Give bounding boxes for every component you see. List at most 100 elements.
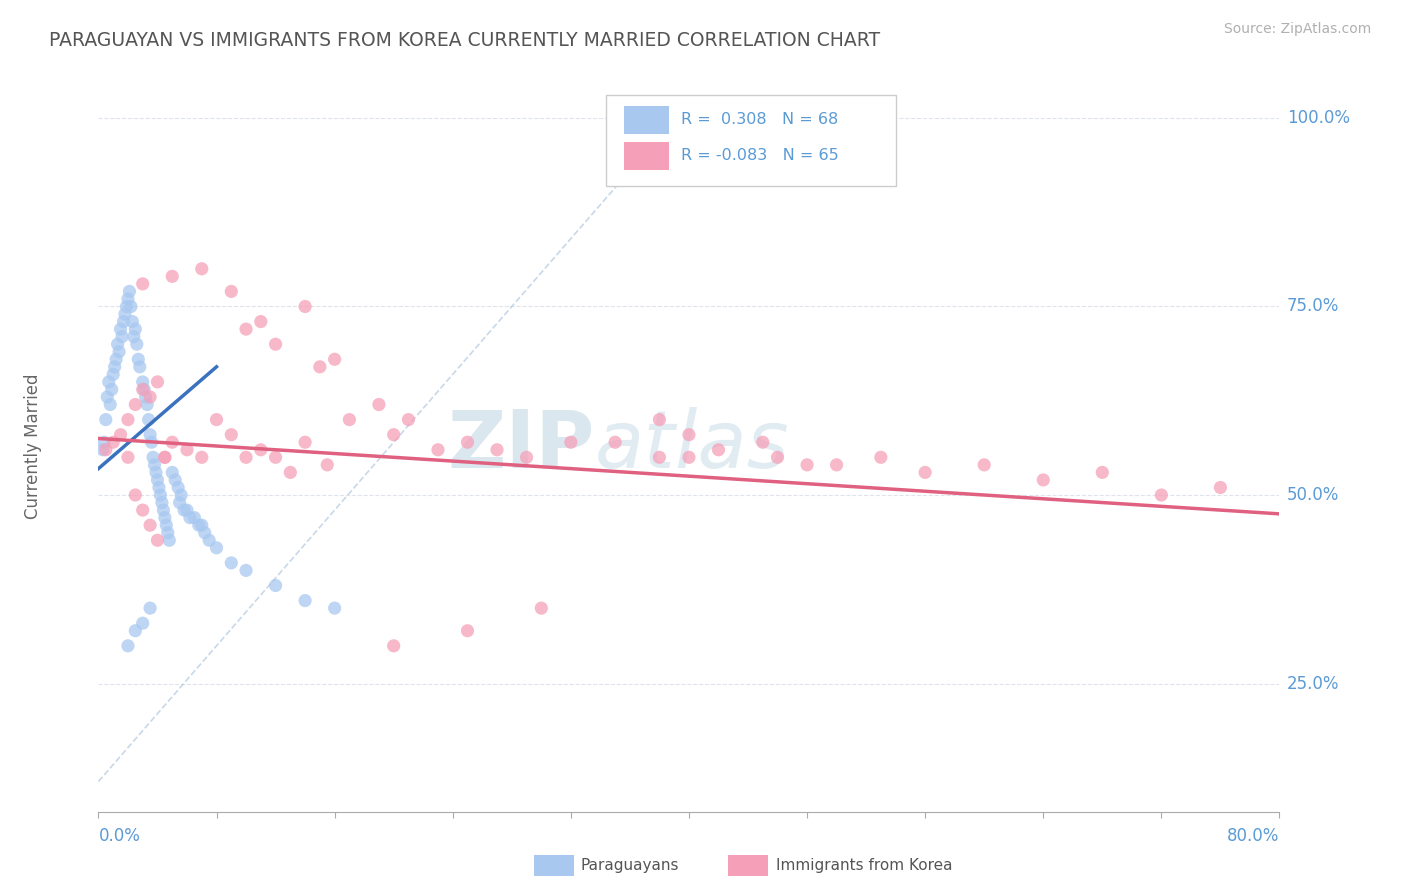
Text: 80.0%: 80.0% bbox=[1227, 827, 1279, 845]
Point bbox=[205, 541, 228, 555]
Point bbox=[143, 458, 166, 472]
Text: atlas: atlas bbox=[595, 407, 789, 485]
Point bbox=[97, 375, 120, 389]
Point bbox=[179, 510, 201, 524]
Point bbox=[153, 510, 176, 524]
Point bbox=[1091, 466, 1114, 480]
Point bbox=[187, 518, 209, 533]
Point bbox=[139, 518, 162, 533]
Point bbox=[98, 398, 121, 412]
Point bbox=[605, 435, 627, 450]
Point bbox=[103, 368, 125, 382]
Point bbox=[139, 601, 162, 615]
Point bbox=[398, 412, 420, 426]
Point bbox=[124, 624, 146, 638]
Text: 75.0%: 75.0% bbox=[1286, 298, 1340, 316]
Point bbox=[105, 352, 128, 367]
Text: R = -0.083   N = 65: R = -0.083 N = 65 bbox=[681, 148, 838, 163]
Point bbox=[235, 563, 257, 577]
Point bbox=[205, 412, 228, 426]
Point bbox=[114, 307, 136, 321]
Point bbox=[162, 269, 183, 284]
Point bbox=[93, 435, 115, 450]
Text: Source: ZipAtlas.com: Source: ZipAtlas.com bbox=[1223, 22, 1371, 37]
Point bbox=[194, 525, 217, 540]
Point bbox=[167, 480, 190, 494]
Point bbox=[280, 466, 302, 480]
Point bbox=[914, 466, 936, 480]
Point bbox=[100, 383, 122, 397]
Point bbox=[156, 525, 179, 540]
Point bbox=[368, 398, 391, 412]
Point bbox=[150, 495, 173, 509]
Point bbox=[157, 533, 180, 548]
Text: 50.0%: 50.0% bbox=[1286, 486, 1340, 504]
Point bbox=[94, 442, 117, 457]
Point bbox=[1032, 473, 1054, 487]
Point bbox=[382, 427, 405, 442]
Point bbox=[108, 344, 131, 359]
Point bbox=[486, 442, 509, 457]
Point bbox=[973, 458, 995, 472]
Point bbox=[173, 503, 195, 517]
Point bbox=[176, 503, 198, 517]
Point bbox=[183, 510, 205, 524]
Point bbox=[111, 329, 134, 343]
Point bbox=[107, 337, 129, 351]
Point bbox=[149, 488, 172, 502]
Point bbox=[124, 488, 146, 502]
Point bbox=[648, 412, 671, 426]
Text: PARAGUAYAN VS IMMIGRANTS FROM KOREA CURRENTLY MARRIED CORRELATION CHART: PARAGUAYAN VS IMMIGRANTS FROM KOREA CURR… bbox=[49, 31, 880, 50]
Point bbox=[221, 556, 243, 570]
Point bbox=[110, 427, 132, 442]
Point bbox=[170, 488, 193, 502]
Text: Currently Married: Currently Married bbox=[24, 373, 42, 519]
Point bbox=[132, 616, 155, 631]
Point bbox=[132, 277, 155, 291]
Point bbox=[516, 450, 538, 465]
Point bbox=[135, 390, 157, 404]
Point bbox=[264, 578, 287, 592]
Point bbox=[132, 383, 155, 397]
Point bbox=[176, 442, 198, 457]
Point bbox=[648, 450, 671, 465]
Point bbox=[134, 383, 156, 397]
Point bbox=[309, 359, 332, 374]
Text: 25.0%: 25.0% bbox=[1286, 674, 1340, 692]
Point bbox=[427, 442, 450, 457]
Point bbox=[162, 435, 183, 450]
Point bbox=[103, 435, 125, 450]
Point bbox=[155, 518, 177, 533]
Point bbox=[124, 398, 146, 412]
Point bbox=[139, 390, 162, 404]
Point bbox=[870, 450, 893, 465]
Point bbox=[142, 450, 165, 465]
Text: 100.0%: 100.0% bbox=[1286, 109, 1350, 127]
Point bbox=[125, 337, 148, 351]
Point bbox=[91, 442, 114, 457]
Point bbox=[766, 450, 789, 465]
Point bbox=[339, 412, 361, 426]
Point bbox=[1150, 488, 1173, 502]
Point bbox=[104, 359, 127, 374]
Point bbox=[162, 466, 183, 480]
Point bbox=[560, 435, 582, 450]
Text: ZIP: ZIP bbox=[447, 407, 595, 485]
Point bbox=[752, 435, 775, 450]
Text: 0.0%: 0.0% bbox=[98, 827, 141, 845]
Point bbox=[191, 261, 214, 276]
Point bbox=[132, 503, 155, 517]
Point bbox=[323, 601, 346, 615]
Point bbox=[294, 593, 316, 607]
Point bbox=[152, 503, 174, 517]
Point bbox=[139, 427, 162, 442]
Point bbox=[796, 458, 818, 472]
Point bbox=[117, 639, 139, 653]
Point bbox=[121, 315, 143, 329]
Point bbox=[127, 352, 149, 367]
Point bbox=[191, 450, 214, 465]
FancyBboxPatch shape bbox=[624, 106, 669, 134]
Point bbox=[707, 442, 730, 457]
Point bbox=[118, 285, 141, 299]
Point bbox=[120, 300, 142, 314]
